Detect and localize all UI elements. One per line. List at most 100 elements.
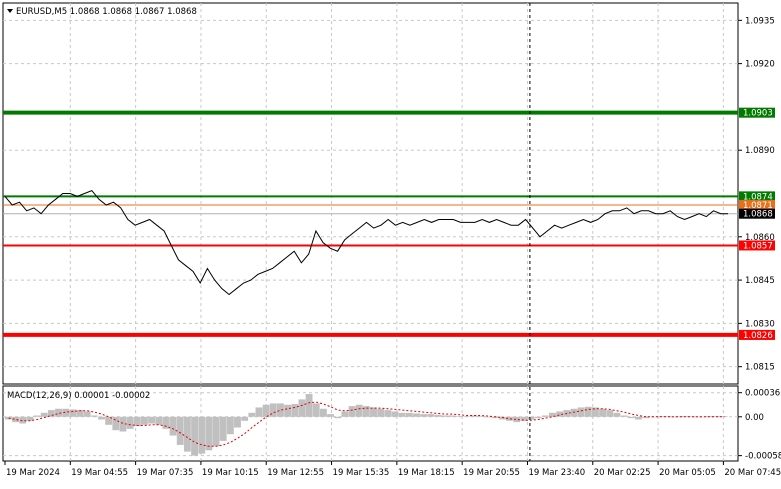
x-tick-label: 19 Mar 12:55	[267, 468, 324, 478]
macd-hist-bar	[506, 416, 513, 421]
macd-hist-bar	[55, 408, 62, 417]
x-tick-label: 19 Mar 07:35	[137, 468, 194, 478]
macd-hist-bar	[62, 408, 70, 417]
macd-hist-bar	[534, 416, 542, 419]
macd-hist-bar	[591, 407, 599, 417]
x-tick-label: 19 Mar 23:40	[528, 468, 585, 478]
main-chart-frame	[2, 2, 739, 385]
macd-hist-bar	[448, 415, 456, 417]
macd-hist-bar	[5, 416, 12, 420]
macd-hist-bar	[248, 412, 256, 417]
x-tick-label: 19 Mar 2024	[6, 468, 60, 478]
x-tick-label: 19 Mar 18:15	[398, 468, 455, 478]
price-line	[4, 190, 728, 296]
macd-hist-bar	[76, 410, 84, 417]
level-price-tag-1-0874	[739, 191, 775, 202]
y-tick-label: 1.0935	[745, 16, 775, 26]
macd-hist-bar	[33, 415, 41, 417]
macd-hist-bar	[191, 416, 198, 456]
macd-hist-bar	[305, 394, 313, 417]
level-price-label: 1.0871	[743, 201, 773, 211]
macd-hist-bar	[620, 415, 628, 417]
macd-hist-bar	[47, 410, 55, 417]
macd-hist-bar	[549, 412, 556, 417]
macd-signal-line	[8, 401, 725, 447]
macd-hist-bar	[556, 411, 564, 417]
macd-hist-bar	[69, 409, 77, 417]
macd-hist-bar	[312, 403, 320, 417]
macd-hist-bar	[219, 416, 227, 441]
macd-hist-bar	[155, 416, 163, 425]
macd-hist-bar	[362, 406, 370, 417]
macd-hist-bar	[541, 415, 549, 417]
macd-hist-bar	[98, 416, 105, 420]
level-price-label: 1.0903	[743, 109, 773, 119]
macd-hist-bar	[205, 416, 213, 451]
macd-hist-bar	[105, 416, 113, 425]
macd-header-text: MACD(12,26,9) 0.00001 -0.00002	[7, 391, 150, 401]
macd-hist-bar	[455, 416, 463, 417]
level-price-tag-1-0857	[739, 240, 775, 251]
macd-hist-bar	[198, 416, 206, 454]
macd-hist-bar	[262, 404, 270, 417]
macd-hist-bar	[148, 416, 156, 424]
macd-hist-bar	[613, 412, 621, 417]
x-tick-label: 20 Mar 07:45	[724, 468, 781, 478]
macd-hist-bar	[634, 416, 642, 420]
macd-hist-bar	[706, 416, 714, 417]
macd-hist-bar	[255, 407, 263, 417]
macd-hist-bar	[112, 416, 120, 431]
macd-hist-bar	[291, 404, 299, 417]
macd-hist-bar	[391, 411, 399, 417]
macd-hist-bar	[606, 410, 614, 417]
macd-hist-bar	[670, 416, 678, 418]
macd-hist-bar	[176, 416, 184, 445]
y-tick-label: 1.0890	[745, 146, 775, 156]
macd-hist-bar	[319, 408, 327, 417]
triangle-down-icon[interactable]	[7, 9, 13, 13]
time-axis: 19 Mar 2024 19 Mar 04:55 19 Mar 07:35 19 Ma…	[4, 461, 781, 478]
y-tick-label: 1.0815	[745, 363, 775, 373]
x-tick-label: 20 Mar 05:05	[659, 468, 716, 478]
macd-hist-bar	[577, 407, 585, 417]
level-price-tag-1-0826	[739, 329, 775, 340]
level-price-label: 1.0826	[743, 331, 773, 341]
macd-hist-bar	[141, 416, 148, 425]
macd-hist-bar	[19, 416, 27, 424]
macd-hist-bar	[284, 404, 292, 417]
macd-hist-bar	[126, 416, 134, 429]
macd-hist-bar	[584, 406, 592, 417]
macd-hist-bar	[477, 416, 485, 417]
grid-lines	[3, 3, 738, 461]
macd-hist-bar	[498, 416, 506, 420]
macd-hist-bar	[663, 416, 671, 417]
y-tick-label: 1.0860	[745, 233, 775, 243]
macd-hist-bar	[427, 414, 435, 417]
macd-hist-bar	[133, 416, 141, 427]
x-tick-label: 19 Mar 04:55	[71, 468, 128, 478]
macd-hist-bar	[334, 416, 342, 419]
macd-hist-bar	[377, 408, 385, 417]
macd-hist-bar	[26, 416, 34, 421]
macd-hist-bar	[355, 404, 363, 417]
macd-hist-bar	[183, 416, 191, 452]
macd-axis: 0.00036 0.00 -0.00058	[738, 389, 781, 462]
macd-hist-bar	[513, 416, 521, 423]
y-tick-label: 1.0845	[745, 276, 775, 286]
macd-hist-bar	[420, 414, 428, 417]
macd-tick-label: -0.00058	[745, 452, 781, 462]
macd-tick-label: 0.00036	[745, 389, 780, 399]
macd-hist-bar	[692, 416, 700, 418]
level-price-label: 1.0874	[743, 192, 773, 202]
macd-hist-bar	[241, 416, 249, 421]
macd-hist-bar	[520, 416, 528, 421]
level-price-tag-1-0871	[739, 200, 775, 211]
symbol-header[interactable]: EURUSD,M5 1.0868 1.0868 1.0867 1.0868	[7, 7, 197, 17]
macd-indicator	[5, 394, 728, 456]
macd-hist-bar	[40, 412, 48, 417]
macd-hist-bar	[277, 403, 284, 417]
macd-hist-bar	[699, 416, 707, 418]
level-price-label: 1.0857	[743, 241, 773, 251]
